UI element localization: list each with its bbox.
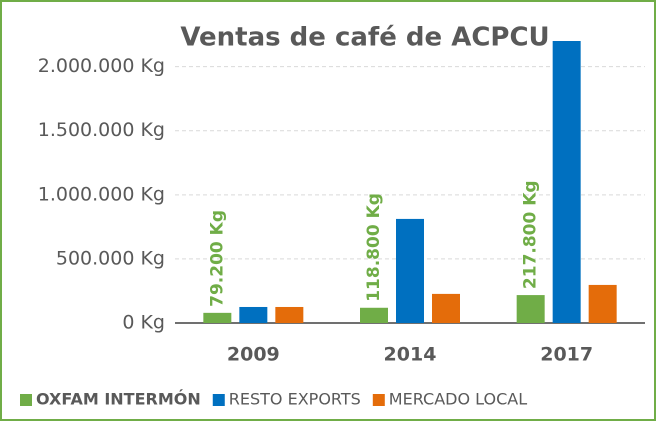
data-label: 79.200 Kg xyxy=(207,210,227,307)
data-label: 217.800 Kg xyxy=(521,180,541,289)
y-tick-label: 1.000.000 Kg xyxy=(38,183,165,205)
legend-label: RESTO EXPORTS xyxy=(229,390,361,409)
y-tick-label: 1.500.000 Kg xyxy=(38,119,165,141)
legend-swatch xyxy=(20,394,32,406)
legend-label: OXFAM INTERMÓN xyxy=(36,390,201,409)
bar xyxy=(588,284,617,323)
x-tick-label: 2017 xyxy=(540,344,593,366)
bar xyxy=(203,312,232,323)
bar xyxy=(516,295,545,323)
data-label: 118.800 Kg xyxy=(364,193,384,302)
x-tick-label: 2014 xyxy=(384,344,437,366)
chart-title: Ventas de café de ACPCU xyxy=(180,23,549,53)
bar xyxy=(239,306,268,323)
legend-swatch xyxy=(212,394,225,406)
bar xyxy=(552,41,581,323)
y-tick-label: 0 Kg xyxy=(122,312,165,334)
x-tick-label: 2009 xyxy=(227,344,280,366)
y-tick-label: 500.000 Kg xyxy=(56,247,165,269)
bar xyxy=(275,306,304,323)
bar xyxy=(360,307,388,323)
legend-label: MERCADO LOCAL xyxy=(389,390,527,409)
legend-swatch xyxy=(372,394,385,406)
bar xyxy=(432,293,460,323)
bar xyxy=(396,218,424,323)
y-tick-label: 2.000.000 Kg xyxy=(38,55,165,77)
